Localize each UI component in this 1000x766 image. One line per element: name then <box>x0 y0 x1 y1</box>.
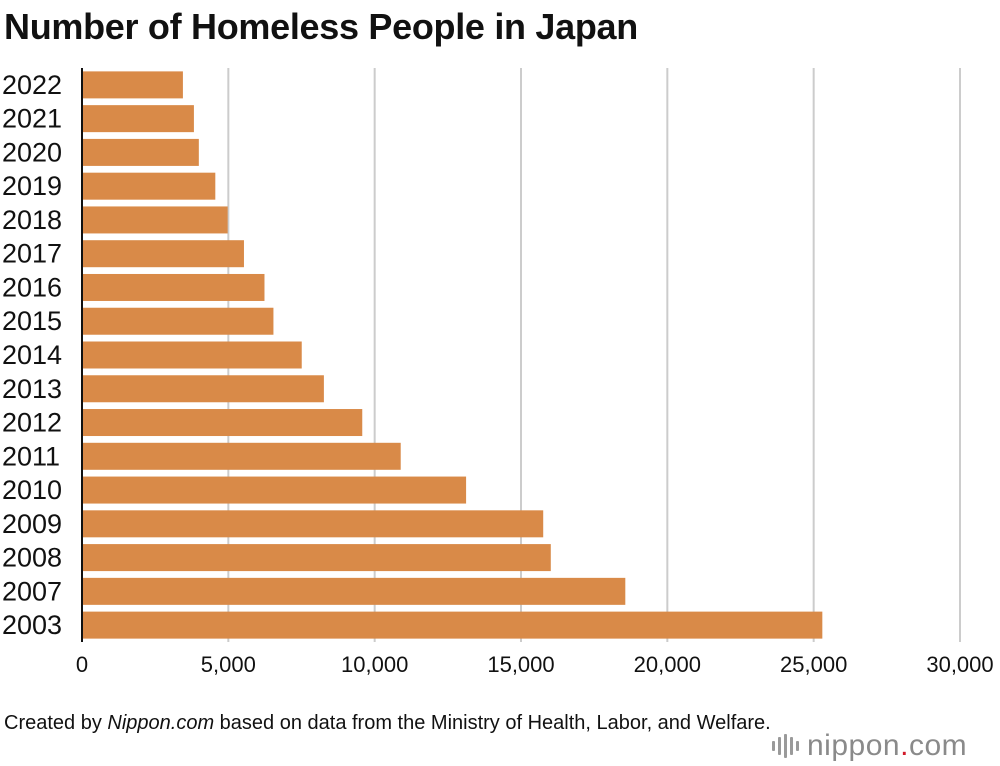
y-label-2016: 2016 <box>2 272 62 302</box>
logo-word: nippon <box>807 729 901 762</box>
source-prefix: Created by <box>4 712 108 734</box>
x-tick-label-20,000: 20,000 <box>634 652 701 677</box>
logo-bars-icon <box>772 734 799 758</box>
bar-2016 <box>82 273 265 301</box>
y-label-2009: 2009 <box>2 509 62 539</box>
bar-2010 <box>82 476 467 504</box>
bar-2011 <box>82 442 401 470</box>
bar-2022 <box>82 71 183 99</box>
chart-title: Number of Homeless People in Japan <box>4 6 638 47</box>
y-label-2022: 2022 <box>2 70 62 100</box>
x-tick-label-25,000: 25,000 <box>780 652 847 677</box>
year-labels: 2022202120202019201820172016201520142013… <box>2 70 62 640</box>
x-tick-label-15,000: 15,000 <box>487 652 554 677</box>
y-label-2019: 2019 <box>2 171 62 201</box>
x-tick-label-0: 0 <box>76 652 88 677</box>
logo-dot: . <box>900 729 909 762</box>
y-label-2018: 2018 <box>2 205 62 235</box>
y-label-2020: 2020 <box>2 137 62 167</box>
bar-chart: 2022202120202019201820172016201520142013… <box>2 68 994 677</box>
bar-2014 <box>82 341 302 369</box>
bar-2019 <box>82 172 216 200</box>
y-label-2013: 2013 <box>2 374 62 404</box>
x-tick-labels: 0 5,000 10,000 15,000 20,000 25,000 30,000 <box>76 652 994 677</box>
bar-2020 <box>82 138 199 166</box>
bar-2015 <box>82 307 274 335</box>
nippon-logo: nippon.com <box>772 726 967 766</box>
bar-2012 <box>82 409 363 437</box>
bar-2013 <box>82 375 324 403</box>
logo-tld: com <box>908 729 968 762</box>
source-note: Created by Nippon.com based on data from… <box>4 710 784 737</box>
y-label-2003: 2003 <box>2 610 62 640</box>
y-label-2007: 2007 <box>2 576 62 606</box>
source-suffix: based on data from the Ministry of Healt… <box>214 712 771 734</box>
logo-wordmark: nippon.com <box>807 729 967 763</box>
bars <box>82 71 823 639</box>
x-tick-label-10,000: 10,000 <box>341 652 408 677</box>
bar-2021 <box>82 105 194 133</box>
y-label-2010: 2010 <box>2 475 62 505</box>
x-tick-label-30,000: 30,000 <box>926 652 993 677</box>
bar-2018 <box>82 206 228 234</box>
x-tick-label-5,000: 5,000 <box>201 652 256 677</box>
y-label-2014: 2014 <box>2 340 62 370</box>
y-label-2008: 2008 <box>2 543 62 573</box>
y-label-2015: 2015 <box>2 306 62 336</box>
y-label-2012: 2012 <box>2 408 62 438</box>
y-label-2021: 2021 <box>2 104 62 134</box>
y-label-2011: 2011 <box>2 441 60 471</box>
bar-2009 <box>82 510 544 538</box>
bar-2008 <box>82 544 551 572</box>
gridlines <box>227 68 961 642</box>
bar-2003 <box>82 611 823 639</box>
y-label-2017: 2017 <box>2 239 62 269</box>
bar-2007 <box>82 577 626 605</box>
source-site: Nippon.com <box>107 712 215 734</box>
bar-2017 <box>82 240 244 268</box>
